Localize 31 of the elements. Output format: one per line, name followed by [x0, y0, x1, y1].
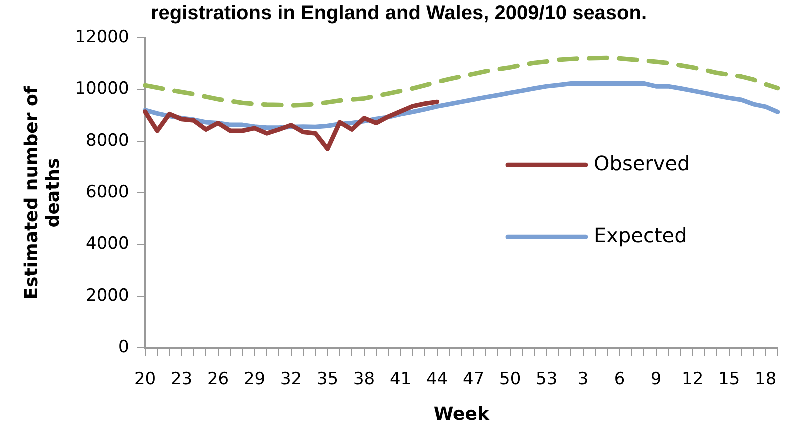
- y-tick-label: 0: [118, 337, 130, 358]
- x-axis-title: Week: [434, 404, 490, 425]
- y-tick-label: 4000: [86, 234, 130, 254]
- x-tick-label: 26: [207, 370, 230, 390]
- x-tick-label: 15: [718, 370, 740, 390]
- x-tick-label: 50: [499, 370, 522, 390]
- y-tick-label: 12000: [75, 27, 130, 48]
- x-tick-label: 38: [353, 370, 376, 390]
- x-tick-label: 6: [614, 370, 626, 390]
- y-tick-label: 10000: [75, 79, 130, 100]
- line-series: [143, 56, 780, 108]
- y-axis-title: Estimated number of deaths: [21, 86, 64, 300]
- x-tick-label: 53: [536, 370, 558, 390]
- y-tick-label: 8000: [86, 130, 130, 151]
- x-tick-label: 41: [390, 370, 412, 390]
- x-tick-label: 35: [316, 370, 339, 390]
- x-tick-label: 3: [578, 370, 589, 390]
- x-tick-label: 18: [755, 370, 777, 390]
- x-tick-label: 20: [134, 370, 156, 390]
- x-tick-label: 9: [650, 370, 662, 390]
- legend-label: Expected: [594, 223, 688, 248]
- chart-title: registrations in England and Wales, 2009/10 season.: [150, 2, 648, 25]
- legend-label: Observed: [594, 151, 690, 176]
- x-tick-label: 23: [170, 370, 193, 390]
- y-tick-label: 2000: [86, 286, 130, 306]
- x-tick-label: 47: [462, 370, 485, 390]
- x-tick-label: 12: [682, 370, 704, 390]
- x-tick-label: 44: [426, 370, 448, 390]
- x-tick-label: 29: [244, 370, 266, 390]
- x-tick-label: 32: [280, 370, 302, 390]
- y-tick-label: 6000: [86, 182, 130, 202]
